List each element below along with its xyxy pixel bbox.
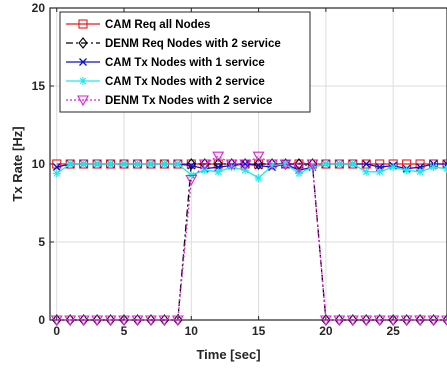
x-tick-label: 25 xyxy=(386,324,400,338)
y-axis-label: Tx Rate [Hz] xyxy=(10,126,25,201)
x-tick-label: 20 xyxy=(319,324,333,338)
x-tick-label: 10 xyxy=(185,324,199,338)
x-tick-label: 5 xyxy=(121,324,128,338)
y-tick-label: 15 xyxy=(32,79,46,93)
data-point xyxy=(322,160,330,168)
y-tick-label: 20 xyxy=(32,1,46,15)
data-point xyxy=(389,163,397,171)
data-point xyxy=(403,166,411,174)
data-point xyxy=(133,160,141,168)
data-point xyxy=(376,168,384,176)
data-point xyxy=(187,171,195,179)
data-point xyxy=(93,160,101,168)
data-point xyxy=(80,160,88,168)
y-tick-label: 0 xyxy=(38,313,45,327)
data-point xyxy=(160,160,168,168)
legend-label: CAM Tx Nodes with 1 service xyxy=(105,57,265,69)
data-point xyxy=(53,169,61,177)
data-point xyxy=(255,174,263,182)
legend-label: CAM Tx Nodes with 2 service xyxy=(105,76,265,88)
data-point xyxy=(107,160,115,168)
y-tick-label: 5 xyxy=(38,235,45,249)
data-point xyxy=(241,166,249,174)
data-point xyxy=(66,160,74,168)
x-tick-label: 15 xyxy=(252,324,266,338)
data-point xyxy=(416,168,424,176)
data-point xyxy=(201,166,209,174)
data-point xyxy=(349,160,357,168)
legend: CAM Req all Nodes DENM Req Nodes with 2 s… xyxy=(60,12,310,112)
data-point xyxy=(147,160,155,168)
data-point xyxy=(295,169,303,177)
data-point xyxy=(362,168,370,176)
x-axis-label: Time [sec] xyxy=(196,347,260,362)
data-point xyxy=(335,160,343,168)
x-tick-label: 0 xyxy=(53,324,60,338)
data-point xyxy=(214,168,222,176)
y-tick-label: 10 xyxy=(32,157,46,171)
data-point xyxy=(430,163,438,171)
legend-marker xyxy=(79,77,87,85)
legend-label: DENM Tx Nodes with 2 service xyxy=(105,95,272,107)
data-point xyxy=(174,160,182,168)
legend-label: DENM Req Nodes with 2 service xyxy=(105,38,281,50)
legend-label: CAM Req all Nodes xyxy=(105,19,210,31)
data-point xyxy=(120,160,128,168)
